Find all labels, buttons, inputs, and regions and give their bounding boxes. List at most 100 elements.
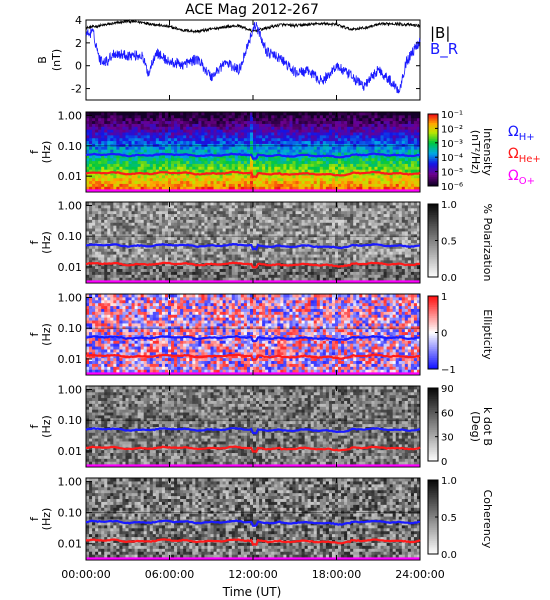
colorbar-cell xyxy=(428,330,438,334)
colorbar-cell xyxy=(428,505,438,509)
x-tick-label: 12:00:00 xyxy=(228,568,277,581)
colorbar-cell xyxy=(428,260,438,263)
colorbar-cell xyxy=(428,492,438,496)
colorbar-cell xyxy=(428,159,438,162)
y-tick-label: 1.00 xyxy=(58,109,83,122)
colorbar-cell xyxy=(428,481,438,485)
colorbar-cell xyxy=(428,453,438,457)
colorbar-cell xyxy=(428,164,438,167)
figure-title: ACE Mag 2012-267 xyxy=(185,2,319,18)
colorbar-cell xyxy=(428,319,438,323)
colorbar-cell xyxy=(428,177,438,180)
colorbar-cell xyxy=(428,308,438,312)
colorbar-cell xyxy=(428,494,438,498)
colorbar-cell xyxy=(428,341,438,344)
colorbar-cell xyxy=(428,153,438,156)
colorbar-cell xyxy=(428,550,438,553)
colorbar-label: % Polarization xyxy=(481,204,494,282)
y-tick-label: 0 xyxy=(75,60,82,73)
colorbar-cell xyxy=(428,544,438,548)
colorbar: 1.0 0.5 0.0 % Polarization xyxy=(427,200,494,284)
colorbar-cell xyxy=(428,117,438,120)
colorbar-cell xyxy=(428,348,438,352)
y-tick-label: 4 xyxy=(75,14,82,27)
colorbar-cell xyxy=(428,507,438,511)
colorbar-cell xyxy=(428,236,438,240)
colorbar-cell xyxy=(428,273,438,276)
colorbar-cell xyxy=(428,480,438,483)
colorbar-frame xyxy=(427,387,439,462)
colorbar-cell xyxy=(428,209,438,212)
colorbar-cell xyxy=(428,520,438,524)
colorbar-cell xyxy=(428,227,438,231)
legend-gyrofreq-o: ΩO+ xyxy=(508,168,535,187)
colorbar-unit: (Deg) xyxy=(469,411,482,442)
x-axis-label: Time (UT) xyxy=(222,585,282,599)
colorbar-cell xyxy=(428,391,438,394)
spectrogram-cells xyxy=(86,202,421,284)
colorbar-cell xyxy=(428,526,438,529)
colorbar-cell xyxy=(428,141,438,144)
y-tick-label: 0.01 xyxy=(58,445,83,458)
y-axis-unit: (Hz) xyxy=(40,323,53,346)
colorbar-cell xyxy=(428,511,438,514)
colorbar-cell xyxy=(428,397,438,400)
colorbar: 1 0 −1 Ellipticity xyxy=(427,292,494,376)
colorbar-cell xyxy=(428,231,438,234)
colorbar-cell xyxy=(428,446,438,449)
colorbar: 1.0 0.5 0.0 Coherency xyxy=(427,476,494,561)
colorbar-cell xyxy=(428,133,438,137)
colorbar-cell xyxy=(428,531,438,535)
colorbar-tick-label: −1 xyxy=(441,365,456,376)
spectrogram-cells xyxy=(86,478,421,561)
colorbar-cell xyxy=(428,448,438,451)
panel-b-field: 4 2 0 -2 B (nT) |B|B_R xyxy=(36,14,458,101)
colorbar-cell xyxy=(428,389,438,393)
colorbar-cell xyxy=(428,297,438,301)
colorbar-cell xyxy=(428,524,438,527)
y-axis-unit: (Hz) xyxy=(40,415,53,438)
colorbar-cell xyxy=(428,258,438,262)
colorbar-cell xyxy=(428,173,438,176)
y-tick-label: 0.01 xyxy=(58,261,83,274)
colorbar-cell xyxy=(428,251,438,254)
y-tick-label: 0.10 xyxy=(58,414,83,427)
colorbar-cell xyxy=(428,115,438,119)
colorbar-cell xyxy=(428,358,438,361)
colorbar-cell xyxy=(428,529,438,533)
colorbar-tick-label: 10⁻⁴ xyxy=(441,153,463,164)
colorbar-cell xyxy=(428,323,438,326)
colorbar-tick-label: 1.0 xyxy=(441,200,457,211)
colorbar-cell xyxy=(428,137,438,140)
colorbar-cell xyxy=(428,305,438,308)
legend-gyrofreq-he: ΩHe+ xyxy=(508,146,541,165)
colorbar-cell xyxy=(428,249,438,252)
colorbar-cell xyxy=(428,148,438,151)
colorbar-cell xyxy=(428,393,438,396)
colorbar-cell xyxy=(428,496,438,499)
colorbar-cell xyxy=(428,128,438,131)
colorbar-cell xyxy=(428,422,438,426)
colorbar: 10⁻¹ 10⁻² 10⁻³ 10⁻⁴ 10⁻⁵ 10⁻⁶ Intensity(nT²/Hz… xyxy=(427,110,494,193)
colorbar-cell xyxy=(428,457,438,460)
colorbar-cell xyxy=(428,310,438,313)
colorbar-tick-label: 10⁻⁵ xyxy=(441,168,463,179)
colorbar-cell xyxy=(428,312,438,315)
colorbar-cell xyxy=(428,415,438,418)
colorbar-cell xyxy=(428,327,438,330)
colorbar-cell xyxy=(428,299,438,302)
colorbar-cell xyxy=(428,180,438,183)
colorbar-cell xyxy=(428,229,438,232)
gyrofreq-line-he xyxy=(86,538,421,546)
colorbar-cell xyxy=(428,406,438,409)
colorbar-tick-label: 1.0 xyxy=(441,476,457,487)
colorbar-cell xyxy=(428,325,438,328)
colorbar-tick-label: 30 xyxy=(441,433,454,444)
spectrogram-cells xyxy=(86,386,421,468)
y-axis-label: B xyxy=(36,56,49,64)
colorbar-cell xyxy=(428,359,438,363)
y-tick-label: 0.10 xyxy=(58,507,83,520)
colorbar-cell xyxy=(428,245,438,249)
colorbar-tick-label: 10⁻¹ xyxy=(441,110,463,121)
colorbar-cell xyxy=(428,409,438,413)
